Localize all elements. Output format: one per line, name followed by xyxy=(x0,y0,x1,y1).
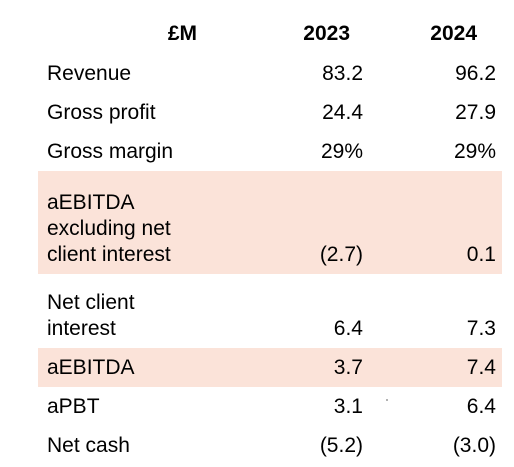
year-2023-header: 2023 xyxy=(303,22,350,45)
value-2024: 7.4 xyxy=(466,356,496,379)
value-2023: 3.1 xyxy=(333,395,363,418)
table-row-gross-margin: Gross margin 29% 29% xyxy=(38,132,502,171)
value-2024: 27.9 xyxy=(455,101,496,124)
value-2023: 3.7 xyxy=(333,356,363,379)
value-2024: (3.0) xyxy=(452,434,496,457)
row-label-line: aEBITDA xyxy=(47,191,135,214)
table-header-row: £M 2023 2024 xyxy=(38,14,502,54)
row-label: aEBITDA xyxy=(47,356,135,379)
row-label: Net cash xyxy=(47,434,130,457)
table-row-aebitda-excl-interest: aEBITDA excluding net client interest (2… xyxy=(38,171,502,274)
row-label-line: Net client xyxy=(47,291,135,314)
value-2023: 6.4 xyxy=(333,317,363,340)
table-row-net-cash: Net cash (5.2) (3.0) xyxy=(38,426,502,465)
row-label-line: client interest xyxy=(47,243,171,266)
value-2024: 0.1 xyxy=(466,243,496,266)
row-label: Revenue xyxy=(47,62,132,85)
row-label-line: excluding net xyxy=(47,217,171,240)
financial-summary-table: £M 2023 2024 Revenue 83.2 96.2 Gross pro… xyxy=(38,14,502,465)
row-label: aPBT xyxy=(47,395,100,418)
value-2024: 96.2 xyxy=(455,62,496,85)
table-row-gross-profit: Gross profit 24.4 27.9 xyxy=(38,93,502,132)
value-2023: 24.4 xyxy=(322,101,363,124)
row-label: Gross profit xyxy=(47,101,156,124)
table-row-revenue: Revenue 83.2 96.2 xyxy=(38,54,502,93)
value-2023: 29% xyxy=(320,140,363,163)
unit-header: £M xyxy=(167,22,197,45)
row-label: Net client interest xyxy=(38,290,238,342)
value-2023: (2.7) xyxy=(319,243,363,266)
value-2024: 7.3 xyxy=(466,317,496,340)
row-label-line: interest xyxy=(47,317,116,340)
table-row-apbt: aPBT 3.1 6.4 xyxy=(38,387,502,426)
stray-dot xyxy=(386,399,388,401)
row-label: aEBITDA excluding net client interest xyxy=(38,190,238,268)
row-label: Gross margin xyxy=(47,140,174,163)
value-2024: 6.4 xyxy=(466,395,496,418)
table-row-aebitda: aEBITDA 3.7 7.4 xyxy=(38,348,502,387)
value-2023: 83.2 xyxy=(322,62,363,85)
table-row-net-client-interest: Net client interest 6.4 7.3 xyxy=(38,274,502,348)
year-2024-header: 2024 xyxy=(430,22,477,45)
value-2024: 29% xyxy=(453,140,496,163)
value-2023: (5.2) xyxy=(319,434,363,457)
